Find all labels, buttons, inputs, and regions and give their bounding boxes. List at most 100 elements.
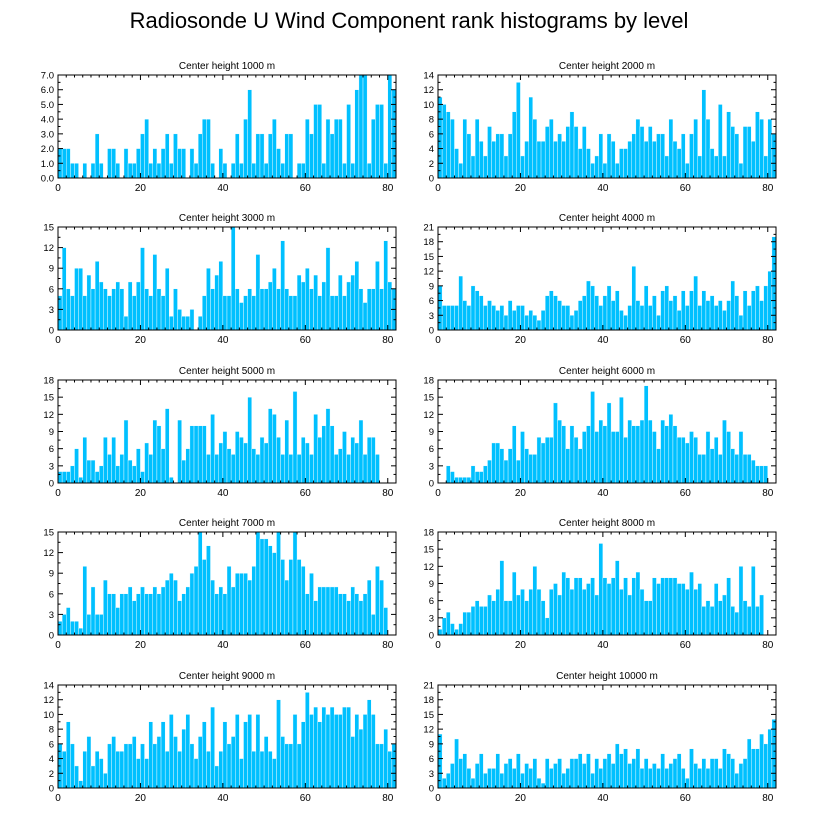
histogram-bar <box>193 758 199 789</box>
histogram-bar <box>639 305 645 331</box>
histogram-bar <box>627 594 632 636</box>
histogram-bar <box>214 454 219 484</box>
histogram-panel: Center height 10000 m 0 20 40 60 80 0 3 6 9 12 15 18… <box>423 671 777 804</box>
histogram-bar <box>226 448 232 484</box>
histogram-bar <box>189 743 195 789</box>
x-tick-label: 20 <box>135 335 147 346</box>
histogram-bar <box>511 768 517 789</box>
y-tick-label: 0 <box>49 326 54 337</box>
histogram-bar <box>263 288 269 331</box>
histogram-bar <box>206 268 211 331</box>
histogram-bar <box>499 448 505 484</box>
y-tick-label: 3 <box>429 311 434 322</box>
histogram-bar <box>284 419 290 484</box>
histogram-bar <box>131 163 137 179</box>
histogram-bar <box>623 748 628 789</box>
x-tick-label: 20 <box>515 793 527 804</box>
histogram-bar <box>164 408 170 484</box>
y-tick-label: 12 <box>43 410 54 421</box>
histogram-bar <box>222 431 228 484</box>
histogram-bar <box>676 310 682 331</box>
histogram-bar <box>358 600 364 636</box>
y-tick-label: 3 <box>49 461 54 472</box>
histogram-bar <box>202 118 207 179</box>
histogram-bar <box>206 545 211 636</box>
histogram-bar <box>321 163 327 179</box>
histogram-bar <box>218 148 224 179</box>
histogram-bar <box>602 577 608 636</box>
histogram-bar <box>615 431 620 484</box>
histogram-bar <box>615 290 620 331</box>
histogram-bar <box>718 300 723 331</box>
histogram-bar <box>350 163 355 179</box>
histogram-bar <box>532 315 538 331</box>
histogram-bar <box>573 758 579 789</box>
histogram-bar <box>693 589 698 636</box>
histogram-bar <box>491 442 496 484</box>
histogram-bar <box>648 126 653 179</box>
histogram-bar <box>375 261 380 331</box>
histogram-bar <box>148 593 154 636</box>
x-tick-label: 20 <box>515 183 527 194</box>
histogram-bar <box>57 471 63 484</box>
histogram-bar <box>173 736 178 789</box>
y-tick-label: 12 <box>423 725 434 736</box>
histogram-bar <box>689 290 694 331</box>
histogram-bar <box>160 586 166 636</box>
y-tick-label: 0 <box>49 479 54 490</box>
histogram-bar <box>709 295 715 331</box>
histogram-bar <box>664 155 670 179</box>
histogram-bar <box>689 571 694 636</box>
histogram-bar <box>197 425 203 484</box>
histogram-bar <box>668 577 674 636</box>
y-tick-label: 3 <box>49 610 54 621</box>
histogram-bar <box>676 583 682 636</box>
histogram-bar <box>705 768 711 789</box>
histogram-bar <box>309 288 314 331</box>
histogram-bar <box>557 300 562 331</box>
histogram-panel: Center height 8000 m 0 20 40 60 80 0 3 6 9 12 15 18 <box>423 518 777 651</box>
histogram-bar <box>379 579 384 636</box>
x-tick-label: 40 <box>217 183 229 194</box>
histogram-bar <box>759 465 764 484</box>
histogram-bar <box>507 133 513 179</box>
histogram-bar <box>454 305 459 331</box>
histogram-bar <box>590 773 595 789</box>
histogram-bar <box>474 600 480 636</box>
histogram-bar <box>263 736 269 789</box>
histogram-bar <box>123 743 129 789</box>
histogram-bar <box>94 261 100 331</box>
histogram-panel: Center height 7000 m 0 20 40 60 80 0 3 6 9 12 15 <box>43 518 397 651</box>
histogram-bar <box>479 471 484 484</box>
histogram-bar <box>292 295 298 331</box>
histogram-bar <box>561 571 566 636</box>
histogram-bar <box>664 577 670 636</box>
histogram-bar <box>446 773 451 789</box>
histogram-bar <box>536 589 542 636</box>
y-tick-label: 12 <box>423 85 434 96</box>
histogram-bar <box>247 288 252 331</box>
histogram-bar <box>333 714 339 789</box>
histogram-bar <box>70 295 75 331</box>
histogram-bar <box>206 751 211 789</box>
histogram-bar <box>90 163 96 179</box>
histogram-bar <box>366 163 372 179</box>
x-tick-label: 80 <box>762 793 774 804</box>
histogram-bar <box>652 577 657 636</box>
histogram-bar <box>329 295 335 331</box>
histogram-bar <box>189 573 195 636</box>
histogram-bar <box>520 155 525 179</box>
histogram-bar <box>569 111 575 179</box>
y-tick-label: 15 <box>423 393 434 404</box>
histogram-bar <box>639 419 645 484</box>
histogram-bar <box>185 448 191 484</box>
histogram-bar <box>627 763 632 789</box>
histogram-bar <box>590 577 595 636</box>
histogram-bar <box>61 471 67 484</box>
histogram-bar <box>99 614 104 636</box>
y-tick-label: 15 <box>43 393 54 404</box>
histogram-bar <box>193 425 199 484</box>
histogram-bar <box>276 699 281 789</box>
histogram-bar <box>263 163 269 179</box>
histogram-bar <box>90 459 96 484</box>
